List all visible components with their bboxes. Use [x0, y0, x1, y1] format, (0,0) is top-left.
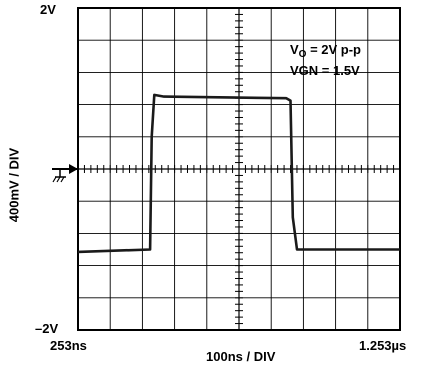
- y-top-label: 2V: [40, 2, 56, 17]
- annotation-vgn: VGN = 1.5V: [290, 63, 360, 78]
- y-axis-title: 400mV / DIV: [6, 147, 22, 223]
- annotation-vo-subscript: O: [298, 49, 307, 60]
- annotation-vo-value: = 2V p-p: [306, 42, 361, 57]
- x-end-label: 1.253µs: [359, 338, 407, 353]
- y-bottom-label: –2V: [35, 321, 59, 336]
- annotation-vo-symbol: V: [290, 42, 299, 57]
- ground-symbol-icon: [52, 164, 78, 183]
- annotation-vo: VO = 2V p-p: [290, 39, 361, 62]
- x-start-label: 253ns: [50, 338, 87, 353]
- x-axis-title: 100ns / DIV: [206, 349, 276, 364]
- waveform-trace: [77, 93, 400, 254]
